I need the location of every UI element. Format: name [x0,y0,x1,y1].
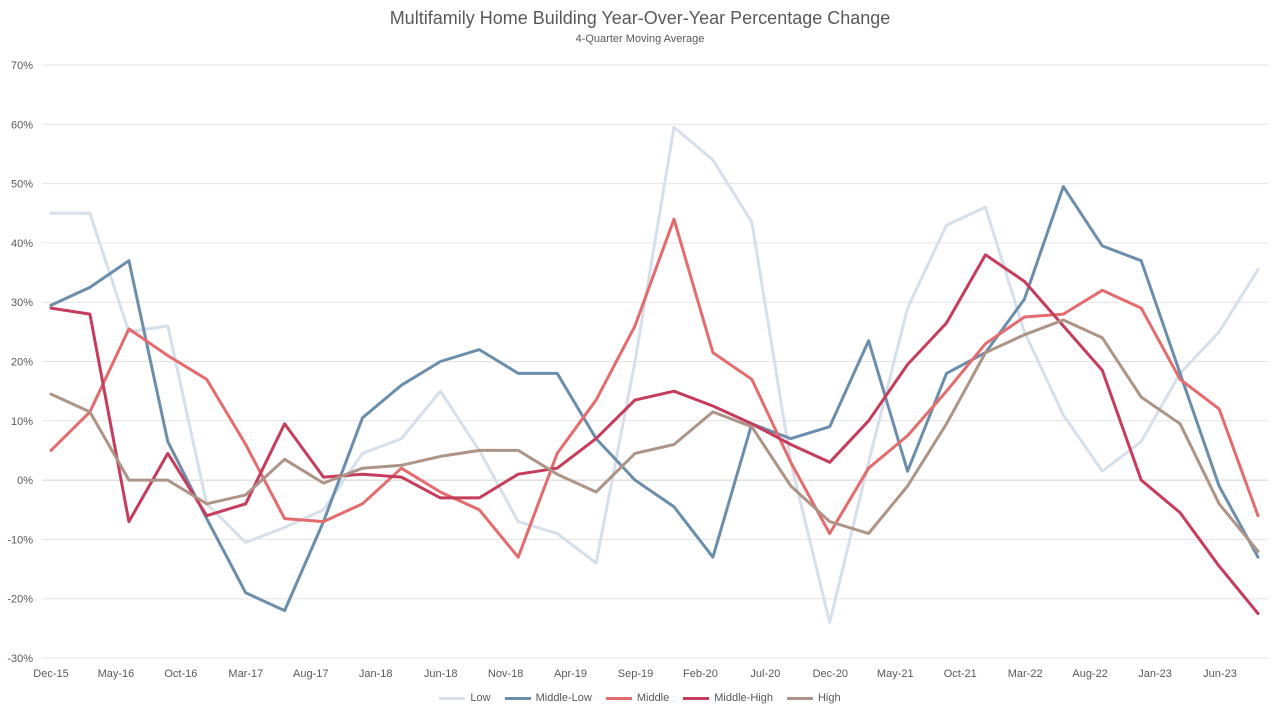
series-line-high [49,318,1260,553]
y-tick-label: 20% [11,357,33,369]
y-tick-label: 30% [11,297,33,309]
x-tick-label: Oct-16 [164,668,197,680]
legend-item-middle-low: Middle-Low [504,692,592,704]
y-tick-label: -30% [7,653,33,665]
x-tick-label: Oct-21 [944,668,977,680]
legend-swatch [605,696,632,700]
chart-subtitle: 4-Quarter Moving Average [575,33,705,45]
chart-title: Multifamily Home Building Year-Over-Year… [389,8,891,28]
x-tick-label: Mar-22 [1008,668,1043,680]
series-line-low [49,125,1260,624]
x-tick-label: Feb-20 [683,668,718,680]
legend-item-low: Low [439,692,491,704]
y-axis-ticks: 70% 60% 50% 40% 30% 20% 10% 0% -10% -20% -30% [7,60,33,665]
x-axis-ticks: Dec-15 May-16 Oct-16 Mar-17 Aug-17 Jan-18 Jun-… [33,668,1237,680]
y-tick-label: -10% [7,534,33,546]
y-tick-label: 60% [11,119,33,131]
x-tick-label: Jan-18 [359,668,393,680]
y-tick-label: 10% [11,416,33,428]
legend-swatch [504,696,531,700]
x-tick-label: Apr-19 [554,668,587,680]
y-tick-label: 50% [11,179,33,191]
series-line-middle [49,217,1260,559]
legend-swatch [786,696,813,700]
x-tick-label: Mar-17 [228,668,263,680]
y-tick-label: 70% [11,60,33,72]
legend-label: Middle-High [714,692,773,704]
series-line-middle-low [49,185,1260,613]
x-tick-label: Jan-23 [1138,668,1172,680]
legend-label: High [817,692,841,704]
chart-legend: Low Middle-Low Middle Middle-High High [0,692,1280,704]
x-tick-label: May-16 [98,668,135,680]
legend-item-middle: Middle [605,692,670,704]
legend-label: Low [470,692,491,704]
series-lines [49,125,1260,624]
y-tick-label: 0% [17,475,33,487]
legend-swatch [683,696,710,700]
x-tick-label: Jul-20 [750,668,780,680]
legend-item-middle-high: Middle-High [683,692,773,704]
x-tick-label: May-21 [877,668,914,680]
x-tick-label: Aug-17 [293,668,328,680]
x-tick-label: Dec-20 [813,668,848,680]
legend-label: Middle-Low [535,692,592,704]
y-tick-label: -20% [7,594,33,606]
gridlines [42,64,1268,659]
x-tick-label: Jun-18 [424,668,458,680]
y-tick-label: 40% [11,238,33,250]
x-tick-label: Aug-22 [1072,668,1107,680]
legend-label: Middle [636,692,670,704]
legend-item-high: High [786,692,841,704]
x-tick-label: Dec-15 [33,668,68,680]
x-tick-label: Jun-23 [1203,668,1237,680]
legend-swatch [439,696,466,700]
x-tick-label: Nov-18 [488,668,523,680]
x-tick-label: Sep-19 [618,668,653,680]
